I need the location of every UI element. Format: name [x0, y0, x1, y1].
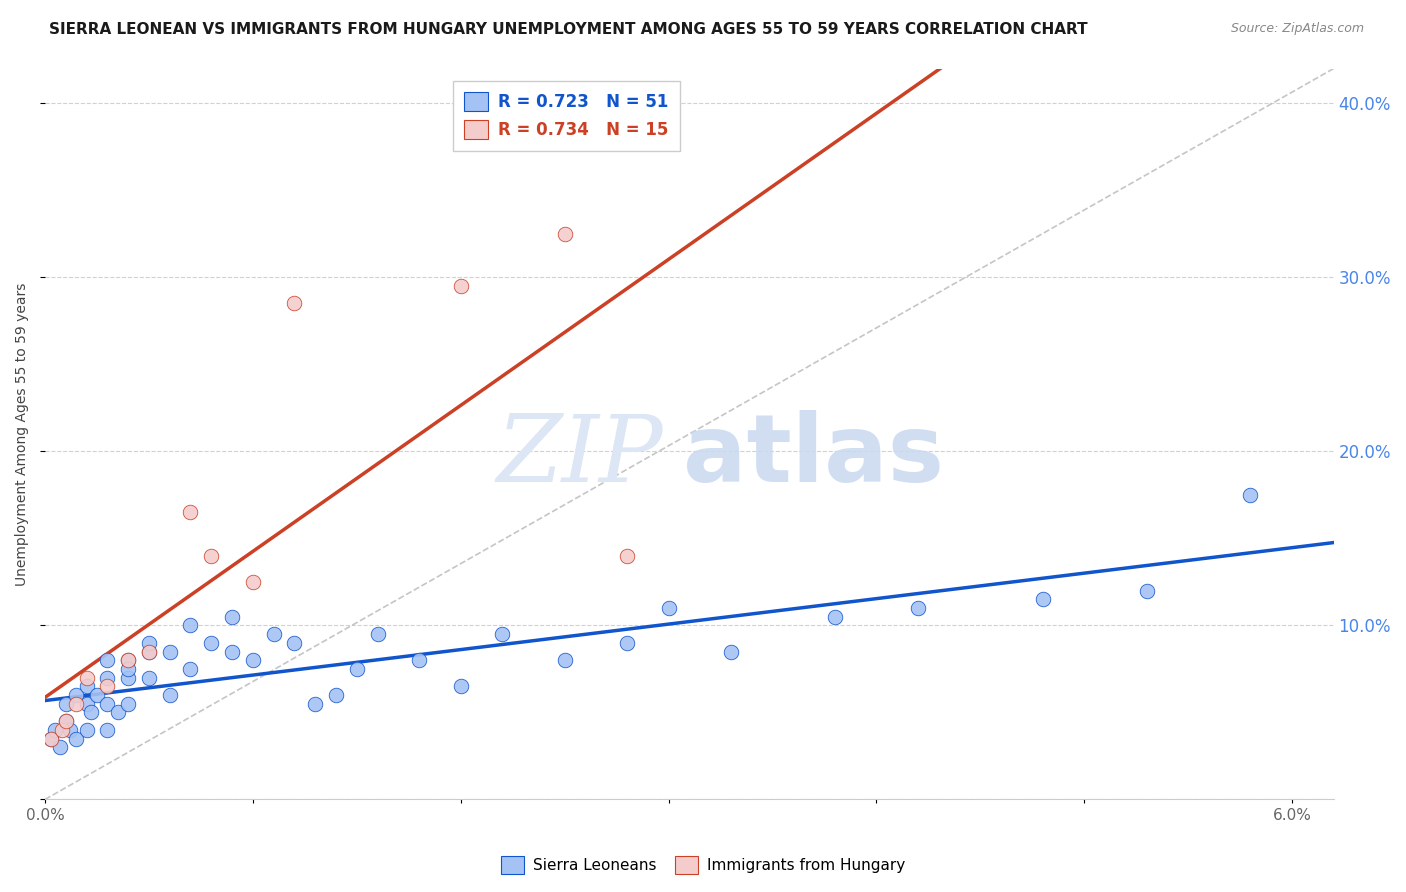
Point — [96, 671, 118, 685]
Point — [263, 627, 285, 641]
Point — [159, 688, 181, 702]
Point — [76, 697, 98, 711]
Point — [107, 706, 129, 720]
Point — [283, 636, 305, 650]
Point — [200, 636, 222, 650]
Point — [824, 609, 846, 624]
Point — [367, 627, 389, 641]
Point — [117, 653, 139, 667]
Point — [96, 697, 118, 711]
Point — [1032, 592, 1054, 607]
Point — [283, 296, 305, 310]
Point — [408, 653, 430, 667]
Point — [138, 644, 160, 658]
Point — [491, 627, 513, 641]
Point — [1239, 488, 1261, 502]
Point — [1135, 583, 1157, 598]
Point — [55, 697, 77, 711]
Point — [138, 671, 160, 685]
Point — [616, 636, 638, 650]
Text: atlas: atlas — [683, 410, 943, 502]
Point — [221, 644, 243, 658]
Point — [76, 671, 98, 685]
Point — [657, 601, 679, 615]
Legend: Sierra Leoneans, Immigrants from Hungary: Sierra Leoneans, Immigrants from Hungary — [495, 850, 911, 880]
Point — [65, 688, 87, 702]
Point — [720, 644, 742, 658]
Point — [159, 644, 181, 658]
Point — [39, 731, 62, 746]
Point — [179, 662, 201, 676]
Point — [325, 688, 347, 702]
Point — [450, 279, 472, 293]
Point — [96, 723, 118, 737]
Point — [346, 662, 368, 676]
Point — [65, 731, 87, 746]
Point — [242, 653, 264, 667]
Point — [96, 679, 118, 693]
Point — [242, 574, 264, 589]
Text: Source: ZipAtlas.com: Source: ZipAtlas.com — [1230, 22, 1364, 36]
Y-axis label: Unemployment Among Ages 55 to 59 years: Unemployment Among Ages 55 to 59 years — [15, 282, 30, 586]
Point — [221, 609, 243, 624]
Point — [200, 549, 222, 563]
Point — [117, 697, 139, 711]
Point — [55, 714, 77, 728]
Point — [117, 671, 139, 685]
Point — [450, 679, 472, 693]
Point — [76, 679, 98, 693]
Text: SIERRA LEONEAN VS IMMIGRANTS FROM HUNGARY UNEMPLOYMENT AMONG AGES 55 TO 59 YEARS: SIERRA LEONEAN VS IMMIGRANTS FROM HUNGAR… — [49, 22, 1088, 37]
Point — [179, 505, 201, 519]
Text: ZIP: ZIP — [496, 411, 664, 501]
Point — [55, 714, 77, 728]
Point — [44, 723, 66, 737]
Point — [59, 723, 82, 737]
Point — [65, 697, 87, 711]
Point — [616, 549, 638, 563]
Point — [51, 723, 73, 737]
Point — [39, 731, 62, 746]
Point — [80, 706, 103, 720]
Point — [554, 227, 576, 241]
Point — [117, 653, 139, 667]
Point — [138, 644, 160, 658]
Point — [304, 697, 326, 711]
Point — [76, 723, 98, 737]
Point — [138, 636, 160, 650]
Point — [86, 688, 108, 702]
Point — [48, 740, 70, 755]
Point — [117, 662, 139, 676]
Point — [554, 653, 576, 667]
Point — [179, 618, 201, 632]
Legend: R = 0.723   N = 51, R = 0.734   N = 15: R = 0.723 N = 51, R = 0.734 N = 15 — [453, 80, 681, 151]
Point — [907, 601, 929, 615]
Point — [96, 653, 118, 667]
